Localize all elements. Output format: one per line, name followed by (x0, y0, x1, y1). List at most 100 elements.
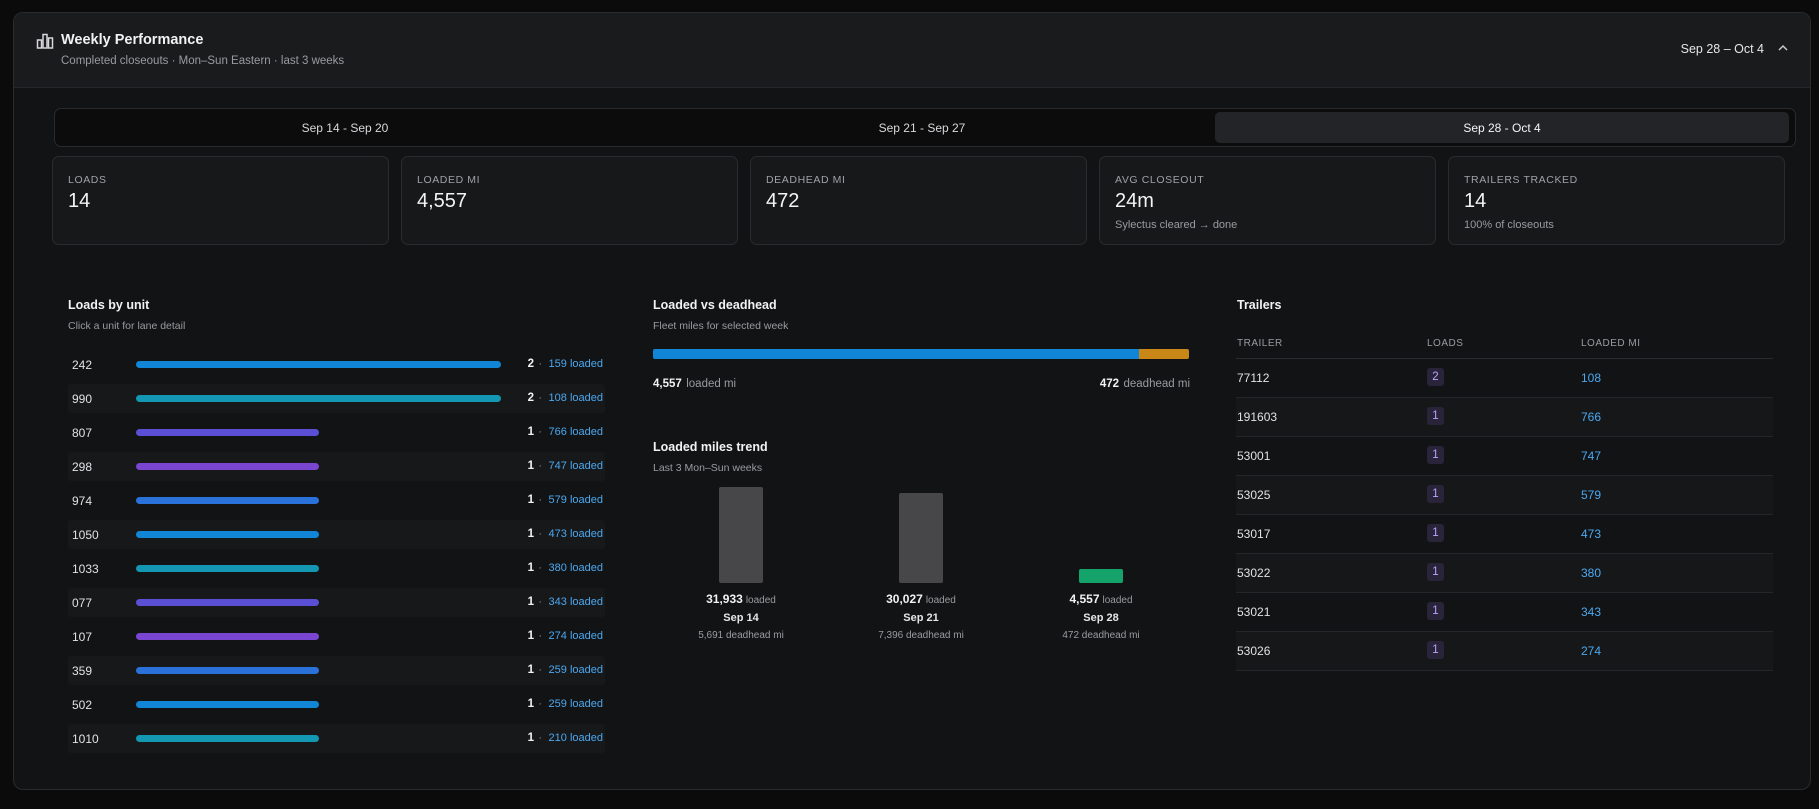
loaded-segment (653, 349, 1139, 359)
unit-loaded-mi-link[interactable]: 259 loaded (548, 664, 603, 676)
unit-loaded-mi-link[interactable]: 259 loaded (548, 698, 603, 710)
kpi-deadhead-mi: DEADHEAD MI 472 (750, 156, 1087, 245)
unit-row[interactable]: 107 1 · 274 loaded (68, 622, 605, 651)
unit-loads-bar (136, 701, 319, 708)
unit-loaded-mi-link[interactable]: 579 loaded (548, 494, 603, 506)
trailer-loaded-mi-link[interactable]: 380 (1581, 566, 1602, 580)
unit-row[interactable]: 1010 1 · 210 loaded (68, 724, 605, 753)
separator-dot: · (538, 392, 542, 404)
kpi-loaded-mi: LOADED MI 4,557 (401, 156, 738, 245)
kpi-note: Sylectus cleared → done (1115, 219, 1238, 231)
trend-loaded-suffix: loaded (925, 595, 956, 606)
bar-chart-icon (36, 33, 54, 49)
kpi-label: TRAILERS TRACKED (1464, 174, 1578, 186)
table-row[interactable]: 53001 1 747 (1236, 437, 1773, 476)
loaded-deadhead-bar (653, 349, 1189, 359)
panel-header[interactable]: Weekly Performance Completed closeouts ·… (14, 13, 1810, 88)
unit-name: 359 (72, 664, 93, 678)
unit-loaded-mi-link[interactable]: 108 loaded (548, 392, 603, 404)
unit-loaded-mi-link[interactable]: 766 loaded (548, 426, 603, 438)
trend-loaded-value: 4,557 loaded (1026, 592, 1176, 606)
unit-row[interactable]: 990 2 · 108 loaded (68, 384, 605, 413)
tab-week-sep-28[interactable]: Sep 28 - Oct 4 (1215, 112, 1789, 143)
unit-loaded-mi-link[interactable]: 159 loaded (548, 358, 603, 370)
table-row[interactable]: 53026 1 274 (1236, 632, 1773, 671)
table-row[interactable]: 77112 2 108 (1236, 359, 1773, 398)
trend-loaded-value: 31,933 loaded (666, 592, 816, 606)
trend-week-label: Sep 21 (903, 612, 939, 624)
unit-loads-bar (136, 667, 319, 674)
unit-row[interactable]: 1050 1 · 473 loaded (68, 520, 605, 549)
unit-row[interactable]: 1033 1 · 380 loaded (68, 554, 605, 583)
unit-loads-bar (136, 463, 319, 470)
trailer-loaded-mi-link[interactable]: 747 (1581, 449, 1602, 463)
table-row[interactable]: 53025 1 579 (1236, 476, 1773, 515)
tab-week-sep-21[interactable]: Sep 21 - Sep 27 (878, 120, 966, 135)
unit-row[interactable]: 242 2 · 159 loaded (68, 350, 605, 379)
unit-name: 502 (72, 698, 93, 712)
kpi-value: 472 (766, 190, 800, 212)
trailer-id: 53001 (1237, 449, 1271, 463)
unit-row[interactable]: 974 1 · 579 loaded (68, 486, 605, 515)
unit-loads-bar (136, 429, 319, 436)
unit-name: 242 (72, 358, 93, 372)
unit-loads-bar (136, 633, 319, 640)
unit-name: 1033 (72, 562, 99, 576)
trend-week-column: 30,027 loaded Sep 21 7,396 deadhead mi (846, 488, 996, 646)
unit-load-count: 1 (527, 460, 534, 472)
unit-loaded-mi-link[interactable]: 210 loaded (548, 732, 603, 744)
table-row[interactable]: 53022 1 380 (1236, 554, 1773, 593)
deadhead-value: 472 (1099, 378, 1120, 390)
column-header-loaded-mi: LOADED MI (1581, 338, 1641, 349)
trailer-loaded-mi-link[interactable]: 766 (1581, 410, 1602, 424)
separator-dot: · (538, 562, 542, 574)
unit-loads-bar (136, 565, 319, 572)
trailer-loaded-mi-link[interactable]: 108 (1581, 371, 1602, 385)
column-header-loads: LOADS (1427, 338, 1464, 349)
loaded-vs-deadhead-title: Loaded vs deadhead (653, 298, 777, 312)
loaded-value: 4,557 (653, 378, 682, 390)
unit-row[interactable]: 077 1 · 343 loaded (68, 588, 605, 617)
kpi-value: 14 (68, 190, 91, 212)
separator-dot: · (538, 596, 542, 608)
unit-load-count: 1 (527, 426, 534, 438)
unit-row[interactable]: 502 1 · 259 loaded (68, 690, 605, 719)
unit-loaded-mi-link[interactable]: 274 loaded (548, 630, 603, 642)
trailer-loads-badge: 1 (1427, 641, 1444, 659)
unit-row[interactable]: 807 1 · 766 loaded (68, 418, 605, 447)
loaded-vs-deadhead-subtitle: Fleet miles for selected week (653, 320, 789, 332)
selected-range: Sep 28 – Oct 4 (1680, 42, 1764, 56)
table-row[interactable]: 53021 1 343 (1236, 593, 1773, 632)
chevron-up-icon[interactable] (1776, 41, 1790, 55)
trailer-loaded-mi-link[interactable]: 274 (1581, 644, 1602, 658)
trailer-loaded-mi-link[interactable]: 343 (1581, 605, 1602, 619)
trailer-id: 53017 (1237, 527, 1271, 541)
trend-bar (1079, 569, 1123, 583)
kpi-label: LOADED MI (417, 174, 481, 186)
tab-week-sep-14[interactable]: Sep 14 - Sep 20 (301, 120, 389, 135)
trend-loaded-suffix: loaded (1102, 595, 1133, 606)
unit-row[interactable]: 359 1 · 259 loaded (68, 656, 605, 685)
table-row[interactable]: 53017 1 473 (1236, 515, 1773, 554)
trailer-id: 53026 (1237, 644, 1271, 658)
trailer-id: 53022 (1237, 566, 1271, 580)
unit-loaded-mi-link[interactable]: 343 loaded (548, 596, 603, 608)
trend-subtitle: Last 3 Mon–Sun weeks (653, 462, 763, 474)
table-row[interactable]: 191603 1 766 (1236, 398, 1773, 437)
deadhead-segment (1138, 349, 1189, 359)
trailer-loads-badge: 1 (1427, 446, 1444, 464)
unit-loaded-mi-link[interactable]: 747 loaded (548, 460, 603, 472)
trailer-loaded-mi-link[interactable]: 579 (1581, 488, 1602, 502)
unit-row[interactable]: 298 1 · 747 loaded (68, 452, 605, 481)
unit-loaded-mi-link[interactable]: 380 loaded (548, 562, 603, 574)
unit-loads-bar (136, 599, 319, 606)
unit-load-count: 1 (527, 562, 534, 574)
unit-name: 298 (72, 460, 93, 474)
trailer-loads-badge: 1 (1427, 485, 1444, 503)
unit-loaded-mi-link[interactable]: 473 loaded (548, 528, 603, 540)
trailer-loaded-mi-link[interactable]: 473 (1581, 527, 1602, 541)
loads-by-unit-subtitle: Click a unit for lane detail (68, 320, 186, 332)
separator-dot: · (538, 494, 542, 506)
kpi-avg-closeout: AVG CLOSEOUT 24m Sylectus cleared → done (1099, 156, 1436, 245)
unit-load-count: 2 (527, 358, 534, 370)
